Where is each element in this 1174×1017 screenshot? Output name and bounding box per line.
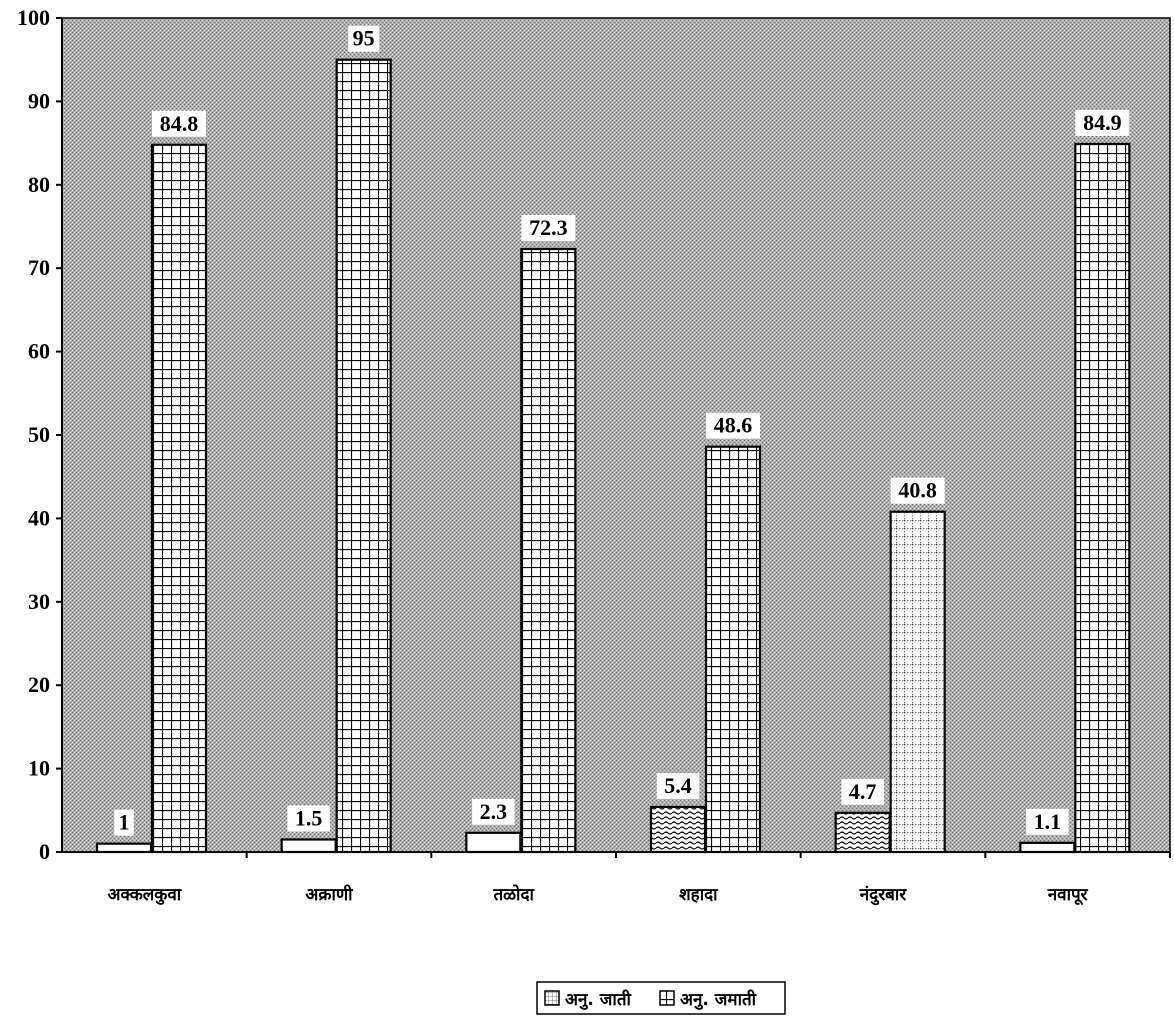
legend-swatch	[659, 990, 675, 1006]
y-tick-label: 20	[28, 672, 50, 697]
data-label-bg	[114, 809, 134, 836]
legend-swatch	[544, 990, 560, 1006]
data-label: 1.1	[1034, 809, 1062, 834]
legend-label: अनु. जमाती	[680, 989, 757, 1010]
x-tick-label: अक्कलकुवा	[107, 885, 181, 905]
bar-st	[889, 510, 946, 854]
y-tick-label: 30	[28, 589, 50, 614]
x-tick-label: तळोदा	[492, 884, 534, 905]
data-label-bg	[348, 25, 380, 52]
data-label-bg	[706, 412, 760, 439]
plot-area	[61, 17, 1171, 853]
bar-st	[1074, 142, 1131, 854]
legend	[536, 981, 786, 1015]
x-tick-label: नवापूर	[1047, 885, 1089, 906]
data-label: 2.3	[480, 799, 508, 824]
y-tick-label: 40	[28, 505, 50, 530]
legend-label: अनु. जाती	[565, 989, 632, 1010]
data-label: 4.7	[849, 779, 877, 804]
data-label-bg	[1026, 808, 1069, 835]
bar-st	[150, 143, 208, 854]
y-tick-label: 60	[28, 339, 50, 364]
data-label-bg	[287, 805, 330, 832]
x-tick-label: शहादा	[679, 885, 718, 905]
data-label: 84.8	[160, 111, 199, 136]
data-label: 1	[119, 810, 130, 835]
x-tick-label: अक्राणी	[305, 884, 353, 905]
data-label: 40.8	[898, 478, 937, 503]
bar-sc	[465, 831, 522, 854]
bar-st	[335, 58, 392, 854]
data-label: 1.5	[295, 805, 323, 830]
y-tick-label: 80	[28, 172, 50, 197]
data-label: 72.3	[529, 215, 568, 240]
bar-sc	[280, 838, 337, 854]
data-label-bg	[1075, 109, 1130, 136]
y-tick-label: 0	[39, 839, 50, 864]
bar-sc	[95, 842, 153, 854]
data-label-bg	[472, 798, 515, 825]
data-label-bg	[152, 110, 206, 137]
y-tick-label: 100	[17, 5, 50, 30]
y-tick-label: 90	[28, 88, 50, 113]
data-label-bg	[890, 477, 945, 504]
bar-st	[520, 247, 577, 854]
data-label: 84.9	[1083, 110, 1122, 135]
x-tick-label: नंदुरबार	[859, 885, 908, 906]
data-label-bg	[841, 778, 884, 805]
bar-st	[704, 445, 762, 854]
data-label-bg	[656, 772, 700, 799]
bar-sc	[834, 811, 891, 854]
bar-sc	[649, 805, 707, 854]
y-tick-label: 50	[28, 422, 50, 447]
bar-sc	[1019, 841, 1076, 854]
y-tick-label: 10	[28, 756, 50, 781]
data-label: 48.6	[714, 413, 753, 438]
data-label-bg	[521, 215, 576, 242]
y-tick-label: 70	[28, 255, 50, 280]
data-label: 5.4	[664, 773, 692, 798]
data-label: 95	[353, 26, 375, 51]
